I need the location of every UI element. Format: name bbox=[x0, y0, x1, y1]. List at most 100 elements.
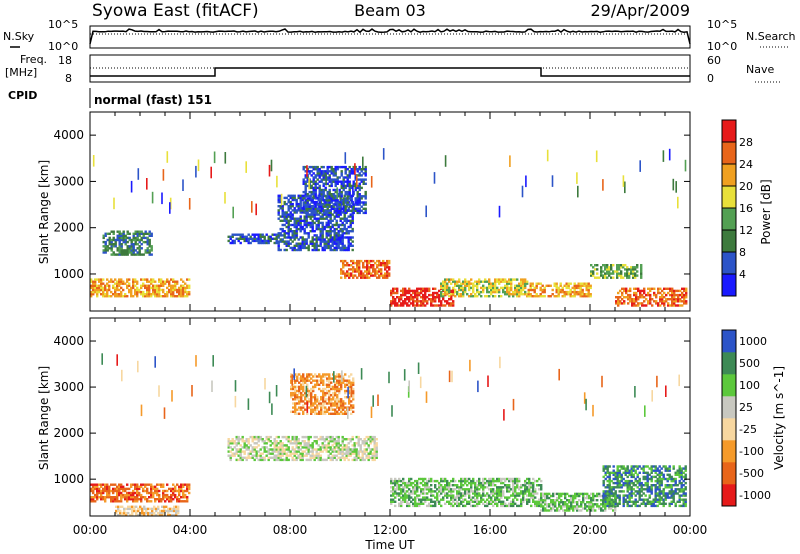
data-cell bbox=[348, 209, 351, 212]
data-cell bbox=[404, 496, 407, 499]
data-cell bbox=[581, 295, 584, 298]
data-cell bbox=[308, 379, 311, 382]
data-cell bbox=[529, 286, 532, 290]
data-cell bbox=[655, 296, 658, 299]
data-cell bbox=[373, 444, 376, 447]
data-cell bbox=[594, 268, 597, 271]
data-cell bbox=[442, 498, 445, 501]
data-cell bbox=[526, 477, 529, 481]
data-cell bbox=[297, 238, 300, 241]
data-cell bbox=[332, 412, 335, 415]
data-cell bbox=[96, 498, 99, 501]
data-cell bbox=[506, 488, 509, 491]
data-cell bbox=[319, 236, 322, 239]
data-cell bbox=[466, 500, 469, 503]
data-cell bbox=[430, 494, 433, 497]
data-cell bbox=[124, 282, 127, 285]
data-cell bbox=[333, 234, 336, 237]
data-cell bbox=[314, 400, 317, 403]
data-cell bbox=[317, 221, 320, 225]
data-cell bbox=[150, 483, 153, 486]
data-streak bbox=[672, 178, 675, 191]
data-cell bbox=[344, 272, 347, 275]
data-cell bbox=[380, 264, 383, 267]
data-cell bbox=[398, 479, 401, 483]
data-cell bbox=[325, 225, 328, 229]
data-cell bbox=[308, 205, 311, 208]
data-cell bbox=[506, 484, 509, 487]
data-cell bbox=[167, 507, 170, 511]
data-cell bbox=[340, 387, 343, 391]
data-cell bbox=[310, 387, 313, 391]
data-cell bbox=[235, 458, 238, 462]
data-cell bbox=[418, 293, 421, 297]
data-cell bbox=[484, 504, 487, 508]
data-cell bbox=[679, 293, 682, 297]
data-cell bbox=[313, 246, 316, 250]
data-cell bbox=[300, 385, 303, 389]
data-cell bbox=[335, 223, 338, 227]
data-cell bbox=[466, 293, 469, 296]
data-cell bbox=[366, 266, 369, 269]
data-cell bbox=[122, 282, 125, 285]
data-cell bbox=[120, 493, 123, 497]
data-cell bbox=[508, 484, 511, 487]
data-cell bbox=[328, 381, 331, 384]
data-cell bbox=[392, 488, 395, 491]
data-cell bbox=[400, 484, 403, 487]
data-cell bbox=[120, 280, 123, 283]
data-cell bbox=[573, 295, 576, 298]
data-cell bbox=[334, 207, 337, 210]
data-cell bbox=[108, 487, 111, 491]
data-cell bbox=[350, 170, 353, 173]
data-cell bbox=[316, 197, 319, 200]
data-cell bbox=[241, 438, 244, 441]
data-cell bbox=[677, 298, 680, 301]
data-cell bbox=[302, 207, 305, 210]
data-cell bbox=[320, 406, 323, 409]
data-cell bbox=[158, 498, 161, 501]
data-cell bbox=[464, 504, 467, 508]
data-cell bbox=[338, 391, 341, 395]
data-cell bbox=[345, 236, 348, 239]
data-cell bbox=[319, 232, 322, 235]
data-cell bbox=[616, 272, 619, 275]
data-cell bbox=[312, 176, 315, 179]
data-cell bbox=[298, 387, 301, 391]
data-cell bbox=[120, 243, 123, 246]
data-cell bbox=[356, 268, 359, 271]
data-cell bbox=[324, 406, 327, 409]
data-cell bbox=[130, 286, 133, 290]
data-cell bbox=[464, 286, 467, 290]
data-cell bbox=[426, 296, 429, 299]
data-cell bbox=[100, 284, 103, 287]
data-cell bbox=[364, 209, 367, 212]
data-cell bbox=[496, 504, 499, 508]
data-cell bbox=[126, 253, 129, 256]
data-cell bbox=[641, 304, 644, 307]
data-cell bbox=[314, 176, 317, 179]
data-cell bbox=[365, 435, 368, 439]
data-cell bbox=[295, 450, 298, 453]
data-cell bbox=[335, 240, 338, 243]
data-cell bbox=[301, 240, 304, 243]
data-cell bbox=[146, 238, 149, 242]
data-cell bbox=[464, 280, 467, 283]
data-cell bbox=[355, 448, 358, 451]
data-cell bbox=[285, 242, 288, 245]
data-cell bbox=[398, 488, 401, 491]
data-cell bbox=[326, 197, 329, 200]
data-cell bbox=[577, 290, 580, 294]
data-cell bbox=[116, 485, 119, 488]
data-cell bbox=[529, 284, 532, 287]
data-cell bbox=[314, 168, 317, 171]
data-cell bbox=[292, 387, 295, 391]
data-cell bbox=[636, 266, 639, 269]
data-cell bbox=[420, 302, 423, 305]
data-cell bbox=[184, 496, 187, 499]
data-cell bbox=[134, 249, 137, 252]
data-cell bbox=[561, 288, 564, 292]
data-cell bbox=[334, 188, 337, 192]
data-cell bbox=[347, 442, 350, 445]
data-cell bbox=[533, 295, 536, 298]
